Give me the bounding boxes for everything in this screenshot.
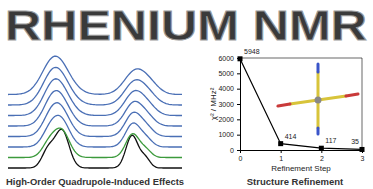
point bbox=[278, 141, 283, 146]
x-axis-line bbox=[241, 151, 363, 154]
y-tick-label: 4000 bbox=[218, 85, 234, 92]
series-line bbox=[240, 59, 362, 150]
x-axis: 0 1 2 3 bbox=[239, 150, 365, 162]
spectrum-trace bbox=[8, 56, 182, 94]
molecule-bond bbox=[290, 96, 346, 104]
y-tick-mark bbox=[237, 89, 240, 90]
y-tick: 3000 bbox=[218, 101, 240, 108]
x-tick-label: 1 bbox=[279, 155, 283, 162]
data-label: 35 bbox=[351, 138, 359, 145]
caption: High-Order Quadrupole-Induced Effects bbox=[6, 176, 184, 187]
y-tick-label: 0 bbox=[230, 147, 234, 154]
molecule-bond bbox=[278, 104, 290, 106]
canvas: RHENIUM NMR High-Order Quadrupole-Induced… bbox=[0, 0, 373, 189]
molecule bbox=[278, 64, 358, 134]
y-tick: 2000 bbox=[218, 116, 240, 123]
caption: Structure Refinement bbox=[247, 176, 344, 187]
y-tick-label: 5000 bbox=[218, 70, 234, 77]
x-tick: 0 bbox=[239, 150, 243, 162]
data-label: 414 bbox=[285, 133, 297, 140]
x-axis-title: Refinement Step bbox=[271, 164, 331, 173]
x-tick-label: 3 bbox=[361, 155, 365, 162]
spectra bbox=[8, 56, 182, 168]
point bbox=[238, 56, 243, 61]
y-tick: 0 bbox=[230, 147, 240, 154]
y-tick: 6000 bbox=[218, 55, 240, 62]
y-tick-label: 1000 bbox=[218, 131, 234, 138]
y-tick-label: 6000 bbox=[218, 55, 234, 62]
plot-area bbox=[238, 56, 365, 152]
y-tick-mark bbox=[237, 119, 240, 120]
y-tick-mark bbox=[237, 150, 240, 151]
molecule-atom bbox=[315, 97, 322, 104]
y-tick: 5000 bbox=[218, 70, 240, 77]
y-axis-title: χ² / MHz² bbox=[209, 87, 218, 120]
x-tick-mark bbox=[281, 150, 282, 153]
y-tick-label: 3000 bbox=[218, 101, 234, 108]
plot-frame bbox=[240, 58, 362, 150]
y-axis: 0 1000 2000 3000 4000 5000 6000 bbox=[218, 55, 240, 154]
spectrum-trace bbox=[8, 129, 182, 168]
y-tick: 1000 bbox=[218, 131, 240, 138]
data-label: 117 bbox=[325, 137, 336, 144]
molecule-bond bbox=[317, 64, 320, 72]
x-tick: 2 bbox=[320, 150, 324, 162]
y-axis-line bbox=[237, 59, 241, 151]
y-tick-mark bbox=[237, 104, 240, 105]
molecule-bond bbox=[346, 94, 358, 96]
y-tick: 4000 bbox=[218, 85, 240, 92]
x-tick-label: 2 bbox=[320, 155, 324, 162]
data-label: 5948 bbox=[244, 48, 260, 55]
x-tick: 1 bbox=[279, 150, 283, 162]
title: RHENIUM NMR bbox=[5, 2, 367, 49]
y-tick-mark bbox=[237, 73, 240, 74]
point bbox=[360, 147, 365, 152]
y-tick-label: 2000 bbox=[218, 116, 234, 123]
y-tick-mark bbox=[237, 135, 240, 136]
point bbox=[319, 146, 324, 151]
x-tick-mark bbox=[240, 150, 241, 153]
x-tick-label: 0 bbox=[239, 155, 243, 162]
molecule-bond bbox=[317, 128, 320, 134]
